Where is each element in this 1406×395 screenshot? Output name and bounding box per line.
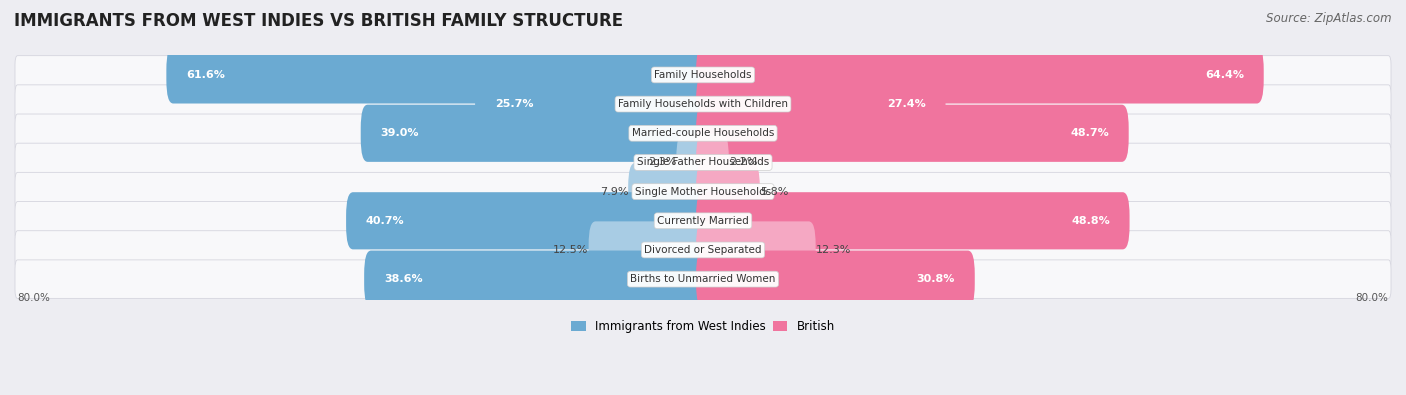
Text: 38.6%: 38.6% <box>384 274 423 284</box>
FancyBboxPatch shape <box>696 250 974 308</box>
FancyBboxPatch shape <box>696 192 1129 249</box>
FancyBboxPatch shape <box>15 85 1391 123</box>
FancyBboxPatch shape <box>166 46 710 103</box>
FancyBboxPatch shape <box>15 143 1391 182</box>
FancyBboxPatch shape <box>696 134 728 191</box>
FancyBboxPatch shape <box>696 221 815 278</box>
Text: 80.0%: 80.0% <box>1355 293 1388 303</box>
FancyBboxPatch shape <box>361 105 710 162</box>
Text: 39.0%: 39.0% <box>381 128 419 138</box>
FancyBboxPatch shape <box>628 163 710 220</box>
Text: Single Mother Households: Single Mother Households <box>636 186 770 197</box>
Text: 2.2%: 2.2% <box>728 158 758 167</box>
Text: 64.4%: 64.4% <box>1205 70 1244 80</box>
Text: IMMIGRANTS FROM WEST INDIES VS BRITISH FAMILY STRUCTURE: IMMIGRANTS FROM WEST INDIES VS BRITISH F… <box>14 12 623 30</box>
FancyBboxPatch shape <box>696 105 1129 162</box>
FancyBboxPatch shape <box>15 56 1391 94</box>
FancyBboxPatch shape <box>696 46 1264 103</box>
Text: Family Households: Family Households <box>654 70 752 80</box>
FancyBboxPatch shape <box>15 260 1391 298</box>
Text: Divorced or Separated: Divorced or Separated <box>644 245 762 255</box>
Text: 61.6%: 61.6% <box>186 70 225 80</box>
Text: 48.7%: 48.7% <box>1070 128 1109 138</box>
Text: Currently Married: Currently Married <box>657 216 749 226</box>
Text: 2.3%: 2.3% <box>648 158 676 167</box>
Text: 30.8%: 30.8% <box>917 274 955 284</box>
FancyBboxPatch shape <box>696 75 945 133</box>
Text: Married-couple Households: Married-couple Households <box>631 128 775 138</box>
Text: 48.8%: 48.8% <box>1071 216 1109 226</box>
FancyBboxPatch shape <box>589 221 710 278</box>
Text: 27.4%: 27.4% <box>887 99 925 109</box>
FancyBboxPatch shape <box>696 163 759 220</box>
FancyBboxPatch shape <box>15 231 1391 269</box>
FancyBboxPatch shape <box>364 250 710 308</box>
Text: 25.7%: 25.7% <box>495 99 533 109</box>
FancyBboxPatch shape <box>346 192 710 249</box>
Text: 40.7%: 40.7% <box>366 216 405 226</box>
Text: 7.9%: 7.9% <box>600 186 628 197</box>
Text: Births to Unmarried Women: Births to Unmarried Women <box>630 274 776 284</box>
Text: 12.5%: 12.5% <box>553 245 589 255</box>
FancyBboxPatch shape <box>676 134 710 191</box>
Text: 80.0%: 80.0% <box>18 293 51 303</box>
Text: Single Father Households: Single Father Households <box>637 158 769 167</box>
FancyBboxPatch shape <box>15 114 1391 152</box>
Text: 5.8%: 5.8% <box>759 186 789 197</box>
FancyBboxPatch shape <box>475 75 710 133</box>
Text: Family Households with Children: Family Households with Children <box>619 99 787 109</box>
Text: Source: ZipAtlas.com: Source: ZipAtlas.com <box>1267 12 1392 25</box>
Text: 12.3%: 12.3% <box>815 245 851 255</box>
FancyBboxPatch shape <box>15 172 1391 211</box>
FancyBboxPatch shape <box>15 201 1391 240</box>
Legend: Immigrants from West Indies, British: Immigrants from West Indies, British <box>567 315 839 338</box>
